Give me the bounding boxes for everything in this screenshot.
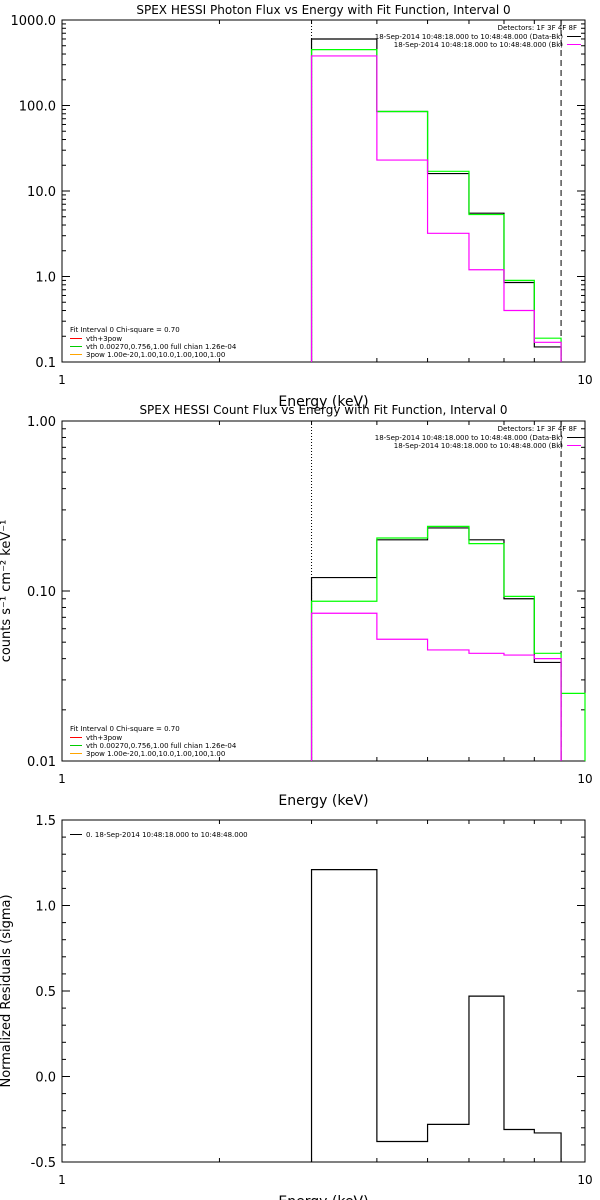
legend-entry: vth 0.00270,0.756,1.00 full chian 1.26e-… [86,742,237,750]
x-tick-label: 10 [577,772,592,786]
legend-entry: 18-Sep-2014 10:48:18.000 to 10:48:48.000… [394,442,564,450]
series-data [310,527,562,761]
legend-entry: 3pow 1.00e-20,1.00,10.0,1.00,100,1.00 [86,750,225,758]
series-bkg [310,612,562,761]
y-tick-label: 100.0 [19,100,56,115]
y-tick-label: 0.01 [27,755,56,770]
x-tick-label: 10 [577,373,592,387]
y-tick-label: 1.00 [27,415,56,430]
y-tick-label: 0.5 [35,985,56,1000]
legend-fit-header: Fit Interval 0 Chi-square = 0.70 [70,725,180,733]
x-axis-label: Energy (keV) [278,394,368,410]
chart-title: SPEX HESSI Count Flux vs Energy with Fit… [139,403,507,417]
legend-entry: 3pow 1.00e-20,1.00,10.0,1.00,100,1.00 [86,351,225,359]
series-data [310,38,562,362]
legend-entry: 18-Sep-2014 10:48:18.000 to 10:48:48.000… [394,41,564,49]
legend-detectors: Detectors: 1F 3F 4F 8F [498,425,577,433]
y-tick-label: 0.0 [35,1071,56,1086]
x-tick-label: 1 [58,772,66,786]
y-tick-label: 10.0 [27,185,56,200]
y-tick-label: 0.1 [35,356,56,371]
legend-entry: 18-Sep-2014 10:48:18.000 to 10:48:48.000… [375,33,564,41]
series-bkg [310,55,562,362]
y-tick-label: 1.0 [35,271,56,286]
legend-entry: vth+3pow [86,734,122,742]
series-fit [310,49,562,362]
y-tick-label: 1.0 [35,900,56,915]
plot-frame [61,819,586,1163]
x-tick-label: 1 [58,373,66,387]
y-tick-label: 0.10 [27,585,56,600]
chart-panel-3: 1 10 Energy (keV) -0.5 0.0 0.5 1.0 1.5 Normalize… [0,814,593,1200]
chart-panel-2: SPEX HESSI Count Flux vs Energy with Fit… [0,403,593,809]
series-fit [310,525,586,761]
plot-frame [61,420,586,762]
x-tick-label: 1 [58,1173,66,1187]
y-tick-label: 1000.0 [11,14,57,29]
y-axis-label: Normalized Residuals (sigma) [0,894,14,1087]
chart-title: SPEX HESSI Photon Flux vs Energy with Fi… [136,3,510,17]
legend-entry: vth 0.00270,0.756,1.00 full chian 1.26e-… [86,343,237,351]
y-tick-label: -0.5 [31,1156,56,1171]
x-axis-label: Energy (keV) [278,793,368,809]
x-tick-label: 10 [577,1173,592,1187]
legend-entry: vth+3pow [86,335,122,343]
x-axis-label: Energy (keV) [278,1194,368,1200]
y-tick-label: 1.5 [35,814,56,829]
chart-panel-1: SPEX HESSI Photon Flux vs Energy with Fi… [11,3,593,410]
series-resid [310,868,562,1162]
legend-entry: 18-Sep-2014 10:48:18.000 to 10:48:48.000… [375,434,564,442]
y-axis-label: counts s⁻¹ cm⁻² keV⁻¹ [0,520,14,663]
legend-detectors: Detectors: 1F 3F 4F 8F [498,24,577,32]
legend-fit-header: Fit Interval 0 Chi-square = 0.70 [70,326,180,334]
legend-entry: 0. 18-Sep-2014 10:48:18.000 to 10:48:48.… [86,831,248,839]
